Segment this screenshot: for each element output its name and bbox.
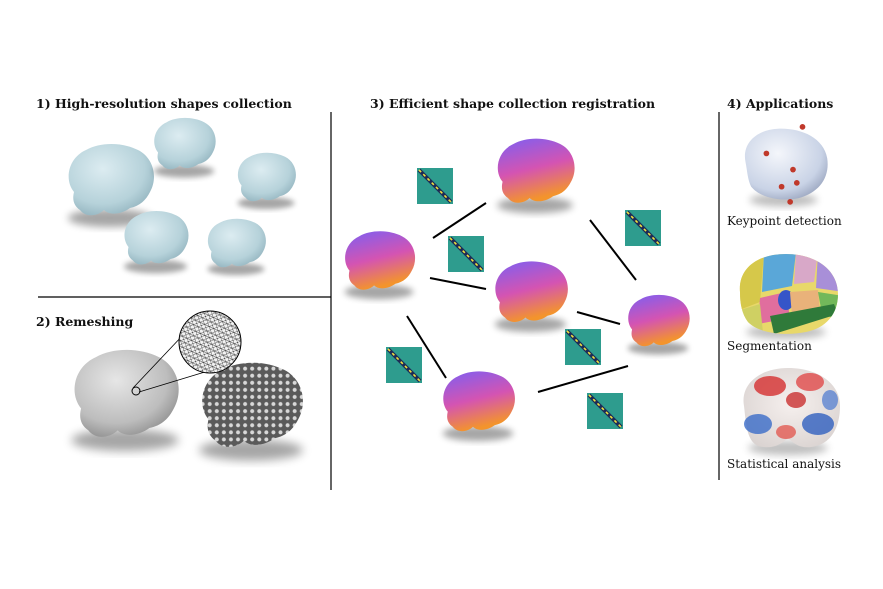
registered-shape xyxy=(344,231,416,300)
registered-shape xyxy=(494,261,568,332)
raw-shape xyxy=(153,117,216,178)
segmentation-shape xyxy=(739,254,839,339)
graph-edge xyxy=(406,315,447,379)
panel-1-title: 1) High-resolution shapes collection xyxy=(36,96,292,111)
keypoint xyxy=(778,183,785,190)
correspondence-matrix xyxy=(565,329,601,365)
graph-edge xyxy=(589,219,637,281)
smooth-grey-shape xyxy=(71,349,179,452)
application-label-keypoint: Keypoint detection xyxy=(727,214,842,228)
keypoint-detection-shape xyxy=(744,124,828,207)
registration-graph xyxy=(344,138,690,442)
registered-shape xyxy=(627,294,690,355)
raw-shape xyxy=(207,218,266,276)
meshed-shape xyxy=(199,362,303,461)
raw-shape xyxy=(124,211,189,274)
registered-shape xyxy=(497,138,575,214)
application-label-segmentation: Segmentation xyxy=(727,339,812,353)
remeshing-illustration xyxy=(71,310,303,461)
raw-shape xyxy=(237,152,296,210)
keypoint xyxy=(790,166,796,173)
mesh-zoom-inset xyxy=(178,310,242,374)
zoom-origin-circle xyxy=(131,386,141,396)
correspondence-matrix xyxy=(587,393,623,429)
graph-edge xyxy=(432,202,487,239)
keypoint xyxy=(799,124,806,130)
registered-shape xyxy=(442,371,515,442)
raw-shapes-collection xyxy=(68,117,296,276)
keypoint xyxy=(793,180,800,186)
panel-4-title: 4) Applications xyxy=(727,96,834,111)
statistical-analysis-shape xyxy=(743,368,840,455)
correspondence-matrix xyxy=(417,168,453,204)
correspondence-matrix xyxy=(386,347,422,383)
panel-2-title: 2) Remeshing xyxy=(36,314,134,329)
correspondence-matrix xyxy=(625,210,661,246)
panel-3-title: 3) Efficient shape collection registrati… xyxy=(370,96,656,111)
graph-edge xyxy=(429,277,487,290)
graph-edge xyxy=(537,365,629,393)
keypoint xyxy=(763,150,770,157)
keypoint xyxy=(787,199,793,205)
graph-edge xyxy=(576,311,621,325)
application-label-statistical: Statistical analysis xyxy=(727,457,842,471)
correspondence-matrix xyxy=(448,236,484,272)
